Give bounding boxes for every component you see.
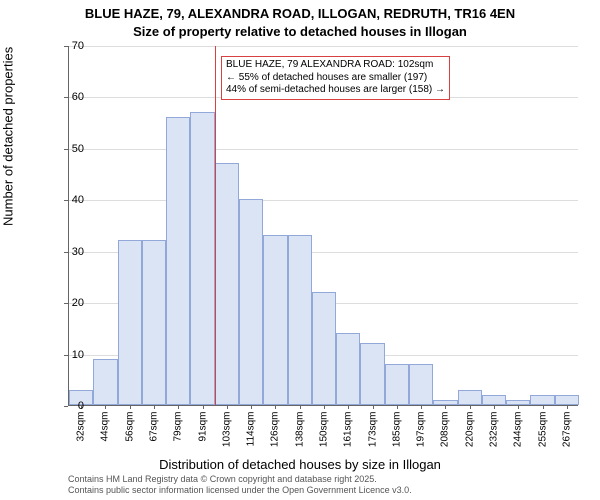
x-tick-label: 208sqm	[440, 412, 451, 462]
x-tick-label: 114sqm	[246, 412, 257, 462]
x-tick-label: 267sqm	[561, 412, 572, 462]
x-tick-label: 255sqm	[537, 412, 548, 462]
y-tick-mark	[64, 355, 68, 356]
x-tick-mark	[373, 405, 374, 409]
y-tick-mark	[64, 303, 68, 304]
x-tick-label: 126sqm	[270, 412, 281, 462]
x-tick-mark	[227, 405, 228, 409]
credit-line2: Contains public sector information licen…	[68, 485, 412, 496]
reference-line	[215, 46, 216, 405]
x-tick-mark	[154, 405, 155, 409]
x-tick-mark	[445, 405, 446, 409]
x-tick-label: 138sqm	[294, 412, 305, 462]
annotation-line: BLUE HAZE, 79 ALEXANDRA ROAD: 102sqm	[226, 59, 445, 72]
histogram-bar	[458, 390, 482, 405]
x-tick-mark	[130, 405, 131, 409]
histogram-bar	[190, 112, 214, 405]
y-tick-mark	[64, 46, 68, 47]
plot-area: 32sqm44sqm56sqm67sqm79sqm91sqm103sqm114s…	[68, 46, 578, 406]
annotation-line: ← 55% of detached houses are smaller (19…	[226, 72, 445, 85]
annotation-line: 44% of semi-detached houses are larger (…	[226, 84, 445, 97]
x-tick-label: 161sqm	[343, 412, 354, 462]
histogram-bar	[239, 199, 263, 405]
x-tick-label: 91sqm	[197, 412, 208, 462]
x-tick-mark	[567, 405, 568, 409]
x-tick-label: 232sqm	[489, 412, 500, 462]
annotation-box: BLUE HAZE, 79 ALEXANDRA ROAD: 102sqm← 55…	[221, 56, 450, 100]
gridline	[69, 46, 578, 47]
histogram-bar	[336, 333, 360, 405]
chart-title-line1: BLUE HAZE, 79, ALEXANDRA ROAD, ILLOGAN, …	[0, 6, 600, 21]
x-tick-mark	[300, 405, 301, 409]
histogram-bar	[166, 117, 190, 405]
histogram-bar	[118, 240, 142, 405]
x-tick-mark	[543, 405, 544, 409]
x-tick-label: 173sqm	[367, 412, 378, 462]
histogram-bar	[530, 395, 554, 405]
x-tick-mark	[178, 405, 179, 409]
histogram-bar	[142, 240, 166, 405]
histogram-bar	[409, 364, 433, 405]
y-tick-mark	[64, 252, 68, 253]
chart-title-line2: Size of property relative to detached ho…	[0, 24, 600, 39]
x-axis-label: Distribution of detached houses by size …	[0, 457, 600, 472]
x-tick-label: 56sqm	[124, 412, 135, 462]
y-tick-mark	[64, 149, 68, 150]
x-tick-label: 197sqm	[416, 412, 427, 462]
x-tick-label: 79sqm	[173, 412, 184, 462]
x-tick-label: 44sqm	[100, 412, 111, 462]
histogram-bar	[385, 364, 409, 405]
credit-text: Contains HM Land Registry data © Crown c…	[68, 474, 412, 496]
x-tick-mark	[203, 405, 204, 409]
x-tick-label: 103sqm	[221, 412, 232, 462]
gridline	[69, 200, 578, 201]
x-tick-mark	[397, 405, 398, 409]
gridline	[69, 149, 578, 150]
credit-line1: Contains HM Land Registry data © Crown c…	[68, 474, 412, 485]
x-tick-label: 185sqm	[391, 412, 402, 462]
x-tick-label: 150sqm	[319, 412, 330, 462]
histogram-bar	[360, 343, 384, 405]
x-tick-label: 220sqm	[464, 412, 475, 462]
x-tick-label: 67sqm	[149, 412, 160, 462]
y-tick-mark	[64, 406, 68, 407]
x-tick-label: 244sqm	[513, 412, 524, 462]
x-tick-mark	[518, 405, 519, 409]
x-tick-mark	[251, 405, 252, 409]
x-tick-mark	[324, 405, 325, 409]
x-tick-mark	[421, 405, 422, 409]
y-tick-mark	[64, 200, 68, 201]
histogram-bar	[482, 395, 506, 405]
x-tick-mark	[494, 405, 495, 409]
y-tick-mark	[64, 97, 68, 98]
histogram-bar	[555, 395, 579, 405]
histogram-bar	[93, 359, 117, 405]
histogram-bar	[215, 163, 239, 405]
x-tick-mark	[275, 405, 276, 409]
y-axis-label: Number of detached properties	[1, 47, 16, 226]
x-tick-mark	[348, 405, 349, 409]
histogram-bar	[263, 235, 287, 405]
x-tick-mark	[470, 405, 471, 409]
x-tick-label: 32sqm	[76, 412, 87, 462]
histogram-bar	[288, 235, 312, 405]
histogram-bar	[312, 292, 336, 405]
x-tick-mark	[105, 405, 106, 409]
